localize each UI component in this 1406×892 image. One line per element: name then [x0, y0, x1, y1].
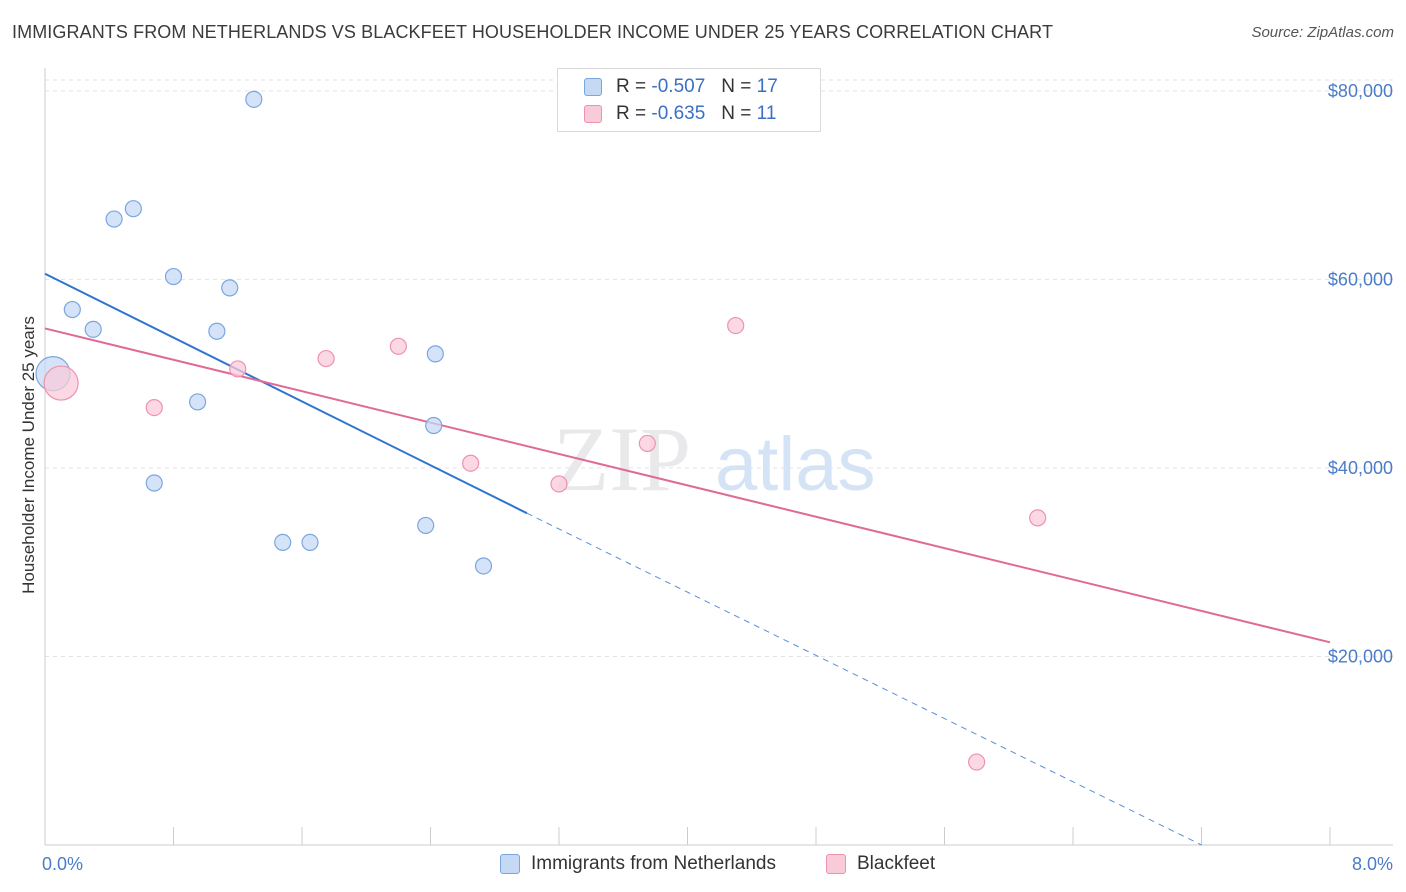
axis-labels: Householder Income Under 25 years $20,00… [19, 81, 1393, 874]
legend-row-blackfeet: R = -0.635 N = 11 [584, 102, 776, 126]
netherlands-point [301, 533, 319, 551]
blackfeet-point [43, 365, 79, 401]
watermark: ZIP atlas [553, 408, 876, 510]
axes [44, 68, 1393, 846]
watermark-atlas: atlas [715, 422, 876, 507]
bottom-legend-label: Immigrants from Netherlands [531, 853, 776, 874]
legend-n-label: N = [721, 76, 752, 97]
legend-r-label: R = [616, 103, 647, 124]
blackfeet-point [389, 337, 407, 355]
legend-row-netherlands: R = -0.507 N = 17 [584, 75, 778, 99]
blackfeet-point [1029, 509, 1047, 527]
stats-legend: R = -0.507 N = 17 R = -0.635 N = 11 [557, 68, 821, 132]
netherlands-point [124, 200, 142, 218]
legend-n-value: 17 [756, 76, 778, 97]
y-tick-label: $20,000 [1328, 646, 1393, 666]
bottom-legend-label: Blackfeet [857, 853, 936, 874]
netherlands-point [474, 557, 493, 575]
legend-n-label: N = [721, 103, 752, 124]
blackfeet-point [317, 349, 335, 368]
netherlands-point [84, 320, 102, 338]
legend-r-value: -0.507 [651, 76, 706, 97]
blackfeet-point [229, 360, 247, 378]
blackfeet-point [145, 398, 163, 417]
netherlands-point [274, 533, 292, 551]
blackfeet-point [968, 753, 986, 771]
netherlands-trend-line [44, 272, 528, 515]
netherlands-point [245, 90, 263, 108]
watermark-zip: ZIP [553, 408, 691, 510]
y-tick-label: $60,000 [1328, 269, 1393, 289]
netherlands-swatch-icon [584, 78, 602, 96]
legend-n-value: 11 [756, 103, 777, 124]
y-axis-label: Householder Income Under 25 years [19, 316, 38, 594]
blackfeet-swatch-icon [584, 105, 602, 123]
netherlands-point [426, 345, 444, 363]
netherlands-point [105, 210, 123, 228]
blackfeet-trend-line [44, 327, 1331, 644]
trend-lines [44, 272, 1331, 846]
legend-r-label: R = [616, 76, 647, 97]
netherlands-point [145, 474, 163, 492]
netherlands-point [417, 516, 435, 535]
blackfeet-point [638, 434, 656, 453]
netherlands-point [425, 416, 443, 435]
source-credit: Source: ZipAtlas.com [1251, 24, 1394, 41]
x-tick-label: 8.0% [1352, 854, 1393, 874]
netherlands-point [164, 267, 183, 286]
legend-r-value: -0.635 [651, 103, 706, 124]
chart-title: IMMIGRANTS FROM NETHERLANDS VS BLACKFEET… [12, 22, 1054, 42]
bottom-legend-blackfeet: Blackfeet [826, 850, 935, 878]
y-tick-label: $40,000 [1328, 458, 1393, 478]
y-tick-label: $80,000 [1328, 81, 1393, 101]
netherlands-point [63, 300, 81, 319]
netherlands-point [221, 279, 239, 297]
netherlands-trend-extension [526, 512, 1202, 846]
grid-lines [45, 79, 1393, 657]
x-tick-label: 0.0% [42, 854, 83, 874]
data-points [35, 90, 1047, 771]
blackfeet-point [462, 454, 480, 472]
bottom-legend-netherlands: Immigrants from Netherlands [500, 850, 776, 878]
blackfeet-point [727, 316, 745, 335]
blackfeet-legend-icon [826, 854, 846, 874]
netherlands-point [208, 322, 226, 340]
netherlands-point [188, 393, 207, 411]
blackfeet-point [550, 475, 568, 493]
netherlands-legend-icon [500, 854, 520, 874]
